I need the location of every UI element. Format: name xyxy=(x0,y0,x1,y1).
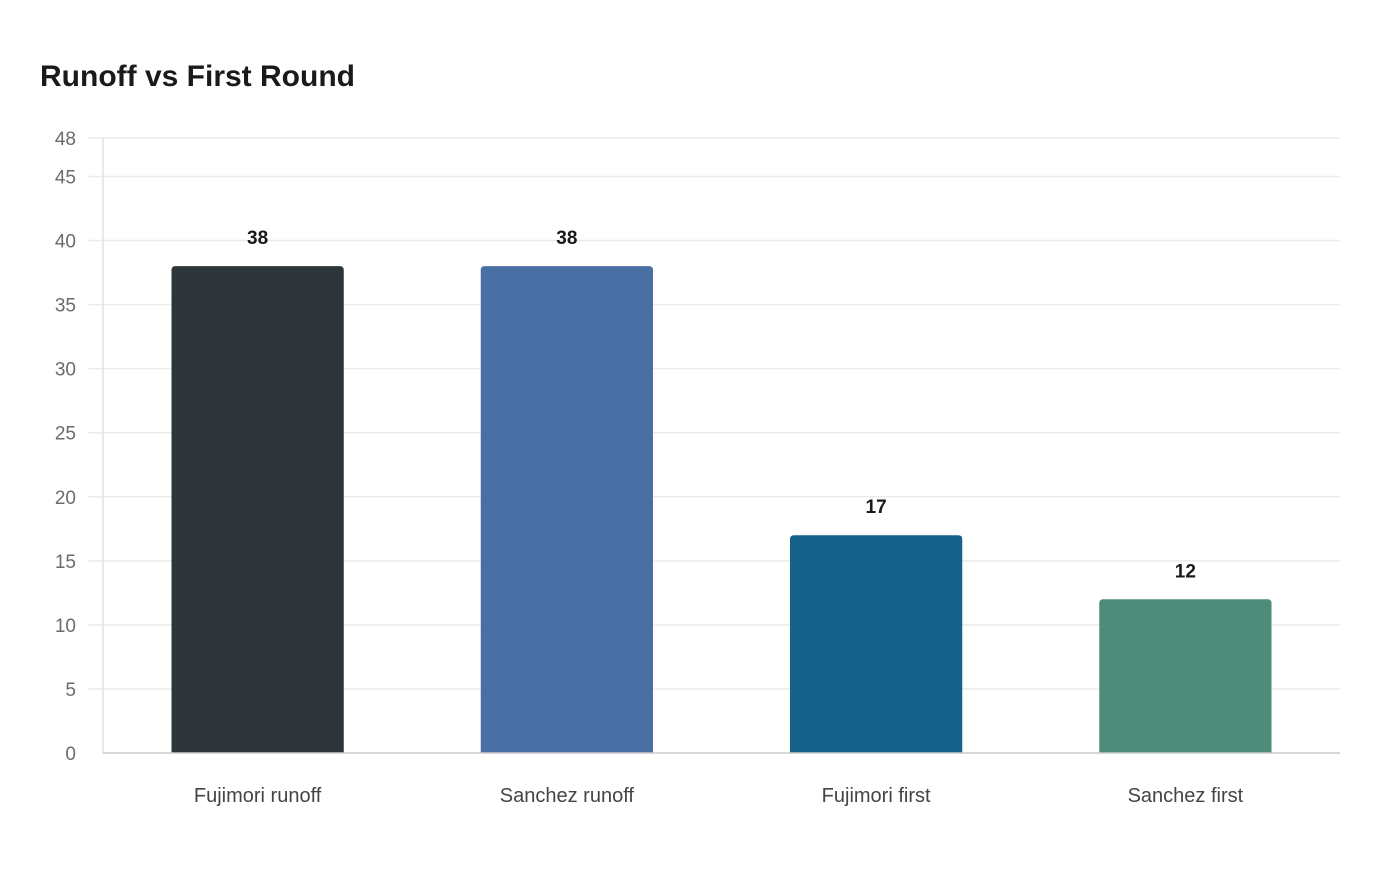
y-tick-label: 20 xyxy=(55,488,76,509)
data-label: 17 xyxy=(866,497,887,518)
x-tick-label: Fujimori runoff xyxy=(194,785,322,807)
x-tick-label: Sanchez first xyxy=(1128,785,1244,807)
y-tick-label: 25 xyxy=(55,424,76,445)
bar xyxy=(789,535,963,753)
y-tick-label: 35 xyxy=(55,296,76,317)
bar xyxy=(171,266,344,753)
data-label: 38 xyxy=(556,228,577,249)
x-tick-label: Fujimori first xyxy=(822,785,931,807)
y-tick-label: 0 xyxy=(65,744,76,765)
x-tick-label: Sanchez runoff xyxy=(500,785,635,807)
bar xyxy=(480,266,654,753)
y-tick-label: 40 xyxy=(55,232,76,253)
data-label: 38 xyxy=(247,228,268,249)
data-label: 12 xyxy=(1175,561,1196,582)
bar xyxy=(1099,599,1272,753)
y-tick-label: 10 xyxy=(55,616,76,637)
y-tick-label: 48 xyxy=(55,129,76,150)
y-tick-label: 30 xyxy=(55,360,76,381)
chart-title: Runoff vs First Round xyxy=(40,60,355,93)
y-tick-label: 15 xyxy=(55,552,76,573)
y-tick-label: 45 xyxy=(55,167,76,188)
y-tick-label: 5 xyxy=(65,680,76,701)
